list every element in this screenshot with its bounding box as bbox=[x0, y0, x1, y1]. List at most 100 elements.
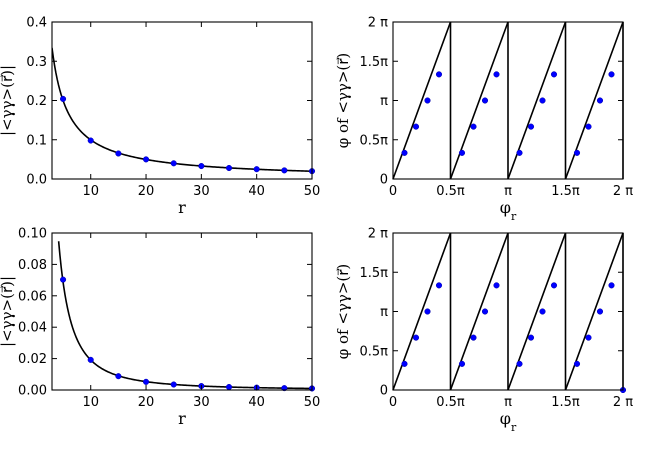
panel-4: 0 0.5π π 1.5π 2 π 0 0.5π π 1.5π 2 π φr φ of <γγ>(r⃗… bbox=[334, 227, 633, 434]
data-point bbox=[115, 150, 122, 157]
sawtooth-ramp bbox=[564, 232, 624, 391]
data-point bbox=[87, 356, 94, 363]
data-point bbox=[539, 308, 546, 315]
x-tick-label: π bbox=[504, 184, 512, 199]
y-tick-label: 0.2 bbox=[26, 94, 47, 109]
data-point bbox=[550, 71, 558, 78]
data-point bbox=[170, 381, 177, 388]
x-tick-label: 10 bbox=[82, 395, 99, 410]
y-tick-label: 0.04 bbox=[18, 321, 47, 336]
y-tick-label: 0.1 bbox=[26, 133, 47, 148]
y-tick-label: 2 π bbox=[368, 227, 388, 242]
data-point bbox=[596, 97, 604, 104]
y-tick-label: 0 bbox=[380, 173, 388, 188]
data-point bbox=[608, 282, 615, 289]
data-point bbox=[142, 156, 150, 163]
y-axis-label: |<γγ>(r⃗)| bbox=[0, 276, 16, 347]
y-tick-label: 0.00 bbox=[18, 384, 47, 399]
x-tick-label: 0 bbox=[389, 395, 397, 410]
data-point bbox=[60, 276, 67, 283]
x-tick-label: 1.5π bbox=[551, 395, 580, 410]
y-tick-label: 1.5π bbox=[359, 55, 388, 70]
x-axis-label: φr bbox=[500, 409, 517, 434]
data-point bbox=[401, 149, 408, 156]
x-axis-label: r bbox=[178, 409, 186, 428]
y-tick-label: π bbox=[380, 94, 388, 109]
axes-frame bbox=[51, 21, 313, 180]
x-tick-label: 0.5π bbox=[436, 184, 465, 199]
x-tick-label: 10 bbox=[82, 184, 99, 199]
y-tick-label: 0.4 bbox=[26, 16, 47, 31]
data-point bbox=[516, 149, 523, 156]
data-point bbox=[585, 123, 592, 130]
data-point bbox=[87, 137, 94, 144]
data-point bbox=[470, 334, 477, 341]
data-point bbox=[516, 360, 523, 367]
y-tick-label: 0.5π bbox=[359, 344, 388, 359]
data-point bbox=[470, 123, 477, 130]
data-point bbox=[493, 71, 500, 78]
y-tick-label: 0.0 bbox=[26, 173, 47, 188]
data-point bbox=[424, 308, 431, 315]
panel-3: 10 20 30 40 50 0.00 0.02 0.04 0.06 0.08 0.10 r |<γγ>… bbox=[0, 227, 320, 429]
y-tick-label: 0.02 bbox=[18, 352, 47, 367]
data-point bbox=[253, 166, 260, 173]
axes-frame bbox=[51, 232, 313, 391]
panel-1: 10 20 30 40 50 0.0 0.1 0.2 0.3 0.4 r |<γγ>(r⃗)| bbox=[0, 16, 320, 218]
data-point bbox=[458, 360, 466, 367]
data-point bbox=[573, 149, 581, 156]
x-tick-label: 50 bbox=[304, 184, 321, 199]
y-tick-label: 0 bbox=[380, 384, 388, 399]
y-tick-label: 0.10 bbox=[18, 227, 47, 242]
sawtooth-ramp bbox=[564, 21, 624, 180]
x-tick-label: 1.5π bbox=[551, 184, 580, 199]
data-point bbox=[435, 282, 443, 289]
sawtooth-ramp bbox=[507, 21, 567, 180]
data-point bbox=[424, 97, 431, 104]
y-tick-label: 0.08 bbox=[18, 258, 47, 273]
y-axis-label: |<γγ>(r⃗)| bbox=[0, 65, 16, 136]
x-tick-label: 30 bbox=[193, 395, 210, 410]
sawtooth-ramp bbox=[449, 232, 509, 391]
sawtooth-ramp bbox=[392, 232, 452, 391]
x-tick-label: 2 π bbox=[613, 395, 633, 410]
data-point bbox=[458, 149, 466, 156]
x-tick-label: 50 bbox=[304, 395, 321, 410]
data-point bbox=[539, 97, 546, 104]
panel-2: 0 0.5π π 1.5π 2 π 0 0.5π π 1.5π 2 π φr φ of <γγ>(r⃗… bbox=[334, 16, 633, 223]
x-tick-label: 0.5π bbox=[436, 395, 465, 410]
x-axis-label: r bbox=[178, 198, 186, 217]
sawtooth-ramp bbox=[392, 21, 452, 180]
y-tick-label: 0.3 bbox=[26, 55, 47, 70]
y-axis-label: φ of <γγ>(r⃗) bbox=[334, 53, 352, 149]
data-point bbox=[435, 71, 443, 78]
data-point bbox=[198, 162, 205, 170]
data-point bbox=[585, 334, 592, 341]
data-point bbox=[281, 167, 288, 174]
data-point bbox=[527, 334, 535, 341]
data-point bbox=[412, 334, 420, 341]
data-point bbox=[170, 160, 177, 167]
x-tick-label: 30 bbox=[193, 184, 210, 199]
series-curve bbox=[57, 241, 312, 390]
data-point bbox=[608, 71, 615, 78]
data-point bbox=[550, 282, 558, 289]
x-tick-label: 20 bbox=[138, 184, 155, 199]
y-tick-label: 2 π bbox=[368, 16, 388, 31]
data-point bbox=[401, 360, 408, 367]
data-point bbox=[225, 383, 233, 391]
y-tick-label: π bbox=[380, 305, 388, 320]
data-point bbox=[142, 378, 150, 385]
x-tick-label: 0 bbox=[389, 184, 397, 199]
y-tick-label: 1.5π bbox=[359, 266, 388, 281]
x-tick-label: 20 bbox=[138, 395, 155, 410]
data-point bbox=[225, 164, 233, 172]
sawtooth-ramp bbox=[449, 21, 509, 180]
data-point bbox=[493, 282, 500, 289]
y-tick-label: 0.06 bbox=[18, 289, 47, 304]
data-point bbox=[412, 123, 420, 130]
data-point bbox=[527, 123, 535, 130]
data-point bbox=[481, 308, 489, 315]
x-axis-label: φr bbox=[500, 198, 517, 223]
